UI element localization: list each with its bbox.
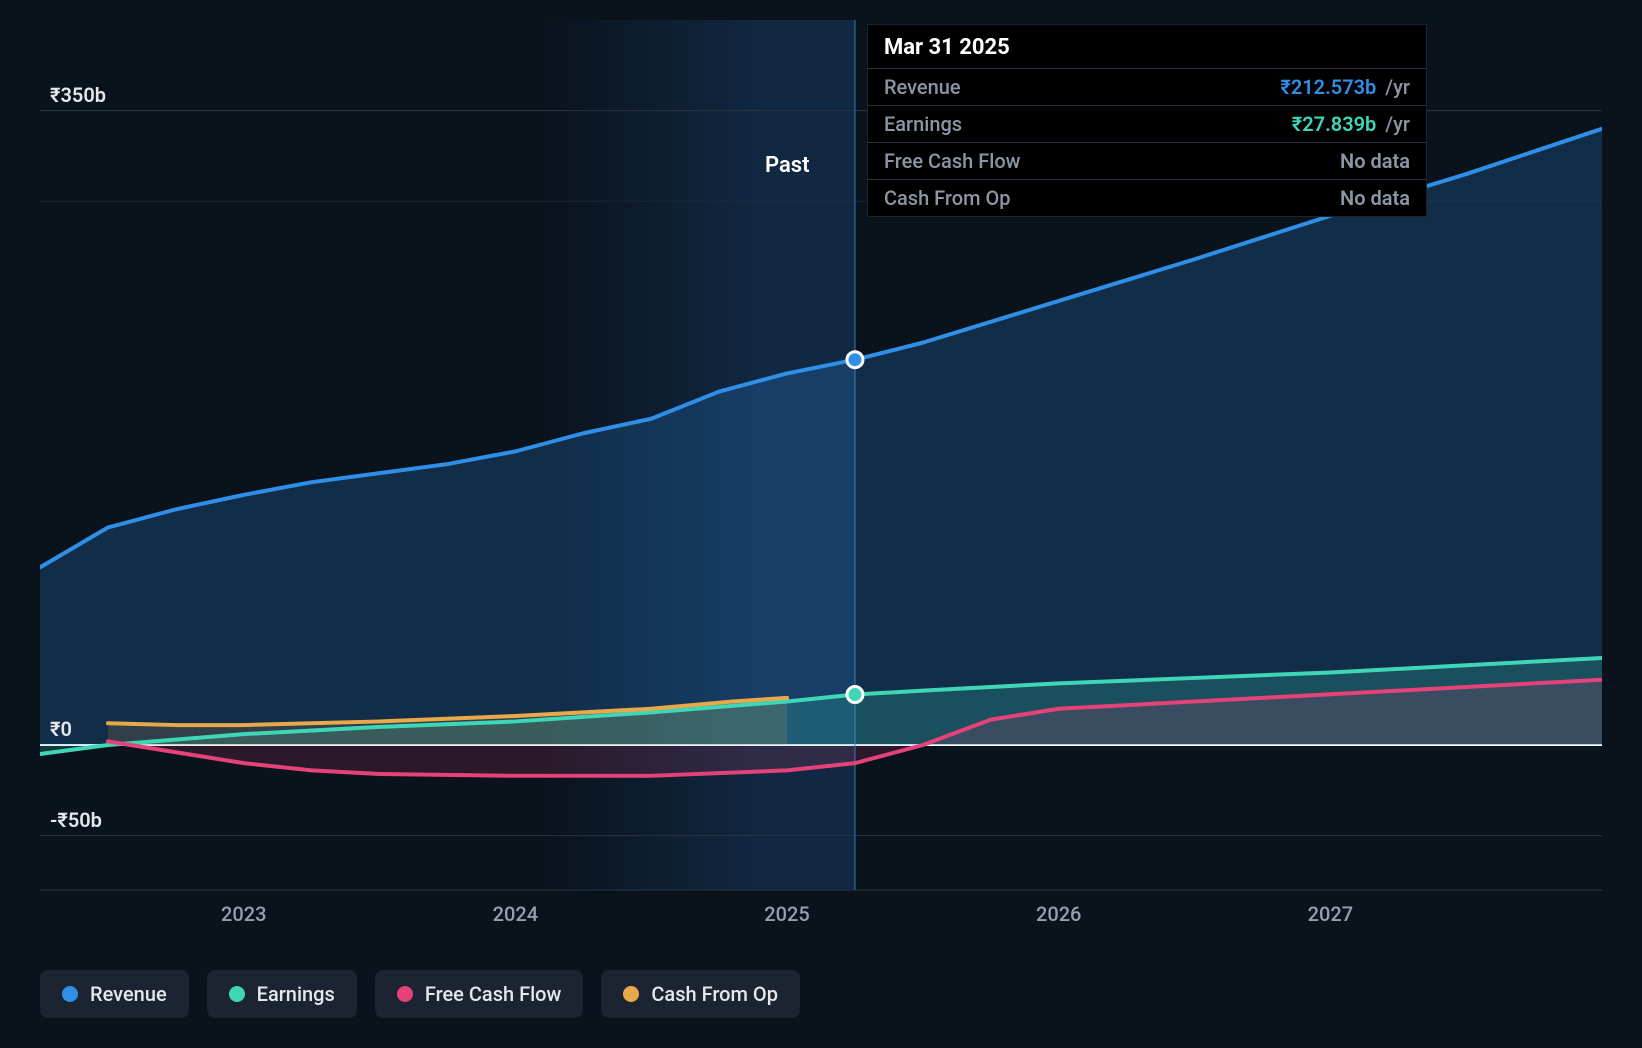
tooltip-row-label: Revenue: [884, 75, 961, 99]
tooltip-row-label: Cash From Op: [884, 186, 1011, 210]
tooltip-row-label: Earnings: [884, 112, 962, 136]
y-tick-label: ₹350b: [50, 83, 106, 107]
x-tick-label: 2026: [1036, 902, 1081, 926]
tooltip-row-label: Free Cash Flow: [884, 149, 1021, 173]
tooltip-row-unit: /yr: [1380, 75, 1410, 99]
legend-swatch-icon: [229, 986, 245, 1002]
legend-swatch-icon: [623, 986, 639, 1002]
legend-item-label: Cash From Op: [651, 982, 778, 1006]
chart-area[interactable]: -₹50b₹0₹350b20232024202520262027PastAnal…: [40, 20, 1602, 920]
tooltip-row: Free Cash Flow No data: [868, 142, 1426, 179]
tooltip-row: Cash From Op No data: [868, 179, 1426, 216]
legend-item-label: Free Cash Flow: [425, 982, 562, 1006]
x-tick-label: 2024: [493, 902, 538, 926]
y-tick-label: ₹0: [50, 717, 72, 741]
legend-item-fcf[interactable]: Free Cash Flow: [375, 970, 584, 1018]
legend-item-earnings[interactable]: Earnings: [207, 970, 357, 1018]
past-label: Past: [765, 153, 810, 178]
legend-item-revenue[interactable]: Revenue: [40, 970, 189, 1018]
legend-swatch-icon: [62, 986, 78, 1002]
x-tick-label: 2023: [221, 902, 266, 926]
legend-item-label: Revenue: [90, 982, 167, 1006]
tooltip-title: Mar 31 2025: [868, 25, 1426, 68]
tooltip-row-value: ₹212.573b /yr: [1280, 75, 1410, 99]
tooltip-row-value: No data: [1340, 186, 1410, 210]
legend-item-label: Earnings: [257, 982, 335, 1006]
y-tick-label: -₹50b: [50, 808, 102, 832]
x-tick-label: 2027: [1308, 902, 1353, 926]
x-tick-label: 2025: [764, 902, 809, 926]
legend: Revenue Earnings Free Cash Flow Cash From O…: [40, 970, 800, 1018]
tooltip-row: Revenue ₹212.573b /yr: [868, 68, 1426, 105]
tooltip-row: Earnings ₹27.839b /yr: [868, 105, 1426, 142]
chart-tooltip: Mar 31 2025 Revenue ₹212.573b /yr Earnings ₹…: [867, 24, 1427, 217]
legend-swatch-icon: [397, 986, 413, 1002]
legend-item-cfo[interactable]: Cash From Op: [601, 970, 800, 1018]
tooltip-row-value: ₹27.839b /yr: [1292, 112, 1410, 136]
tooltip-row-value: No data: [1340, 149, 1410, 173]
tooltip-row-unit: /yr: [1380, 112, 1410, 136]
